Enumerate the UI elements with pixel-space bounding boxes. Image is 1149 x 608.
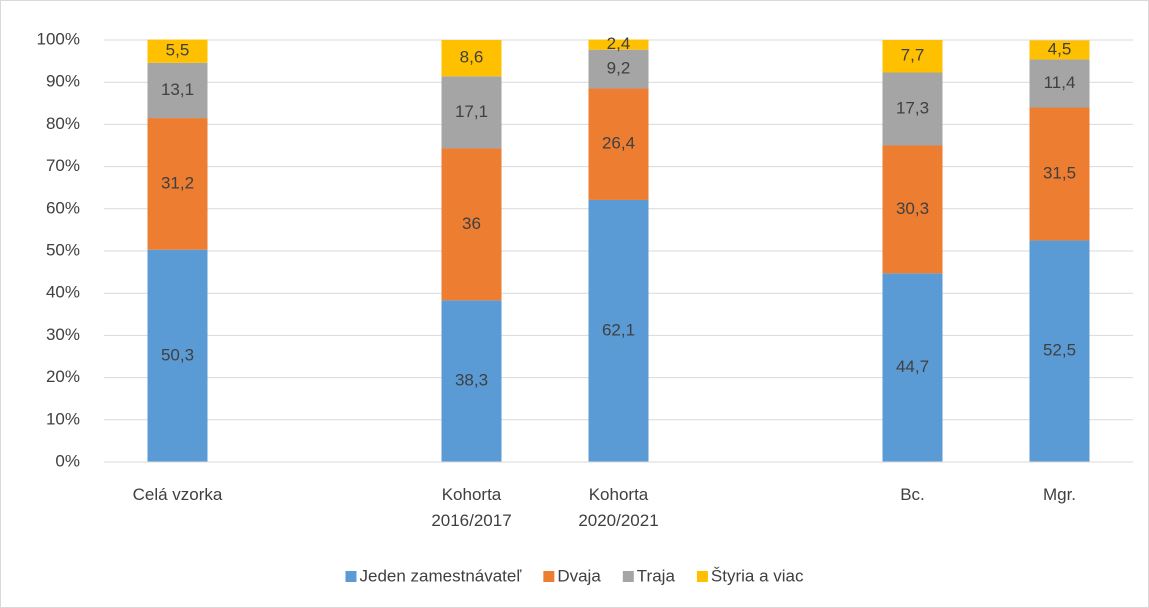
data-label: 8,6 [460,48,484,67]
data-label: 52,5 [1043,341,1076,360]
legend-swatch [345,571,357,582]
bar-segment [147,39,208,63]
data-label: 31,2 [161,173,194,192]
y-tick-label: 50% [46,240,80,259]
bar-segment [147,118,208,250]
bar-segment [588,49,649,89]
legend-swatch [696,571,708,582]
y-tick-label: 100% [37,29,80,48]
data-label: 11,4 [1044,73,1076,92]
bar-segment [882,145,943,274]
data-label: 4,5 [1048,39,1072,58]
data-label: 50,3 [161,345,194,364]
legend-label: Jeden zamestnávateľ [359,566,522,585]
x-tick-label: Kohorta 2020/2021 [578,485,659,530]
y-tick-label: 0% [55,451,80,470]
y-tick-label: 20% [46,367,80,386]
y-tick-label: 90% [46,72,80,91]
data-label: 44,7 [896,357,929,376]
data-label: 17,3 [896,98,929,117]
bar-segment [882,273,943,462]
data-label: 13,1 [161,80,194,99]
data-label: 2,4 [607,34,631,53]
bar-segment [1029,40,1090,60]
bar-segment [441,76,502,149]
bar-segment [441,300,502,462]
x-tick-label: Bc. [900,485,925,504]
data-label: 62,1 [602,320,635,339]
legend-label: Štyria a viac [711,566,804,585]
y-tick-label: 10% [46,409,80,428]
bar-segment [882,72,943,146]
bar-segment [441,40,502,77]
y-tick-label: 80% [46,114,80,133]
x-tick-label: Mgr. [1042,485,1077,504]
legend-swatch [543,571,555,582]
bar-segment [588,88,649,200]
data-label: 17,1 [455,102,488,121]
x-tick-label: Kohorta 2016/2017 [431,485,512,530]
bar-segment [588,199,649,463]
data-label: 26,4 [602,134,635,153]
data-label: 5,5 [166,41,190,60]
data-label: 7,7 [901,46,925,65]
bar-segment [588,39,649,50]
y-tick-label: 40% [46,283,80,302]
bar-segment [1029,59,1090,108]
data-label: 31,5 [1043,163,1076,182]
bar-segment [1029,240,1090,462]
legend-swatch [622,571,634,582]
data-label: 36 [462,214,481,233]
y-tick-label: 70% [46,156,80,175]
x-tick-label: Celá vzorka [132,485,223,504]
data-label: 30,3 [896,199,929,218]
data-label: 38,3 [455,371,488,390]
y-tick-label: 30% [46,325,80,344]
bar-segment [441,148,502,301]
legend-label: Dvaja [557,566,601,585]
bar-segment [147,249,208,462]
bar-segment [882,40,943,73]
data-label: 9,2 [607,59,631,78]
y-tick-label: 60% [46,198,80,217]
legend-label: Traja [637,566,676,585]
bar-segment [1029,107,1090,241]
bar-segment [147,62,208,119]
